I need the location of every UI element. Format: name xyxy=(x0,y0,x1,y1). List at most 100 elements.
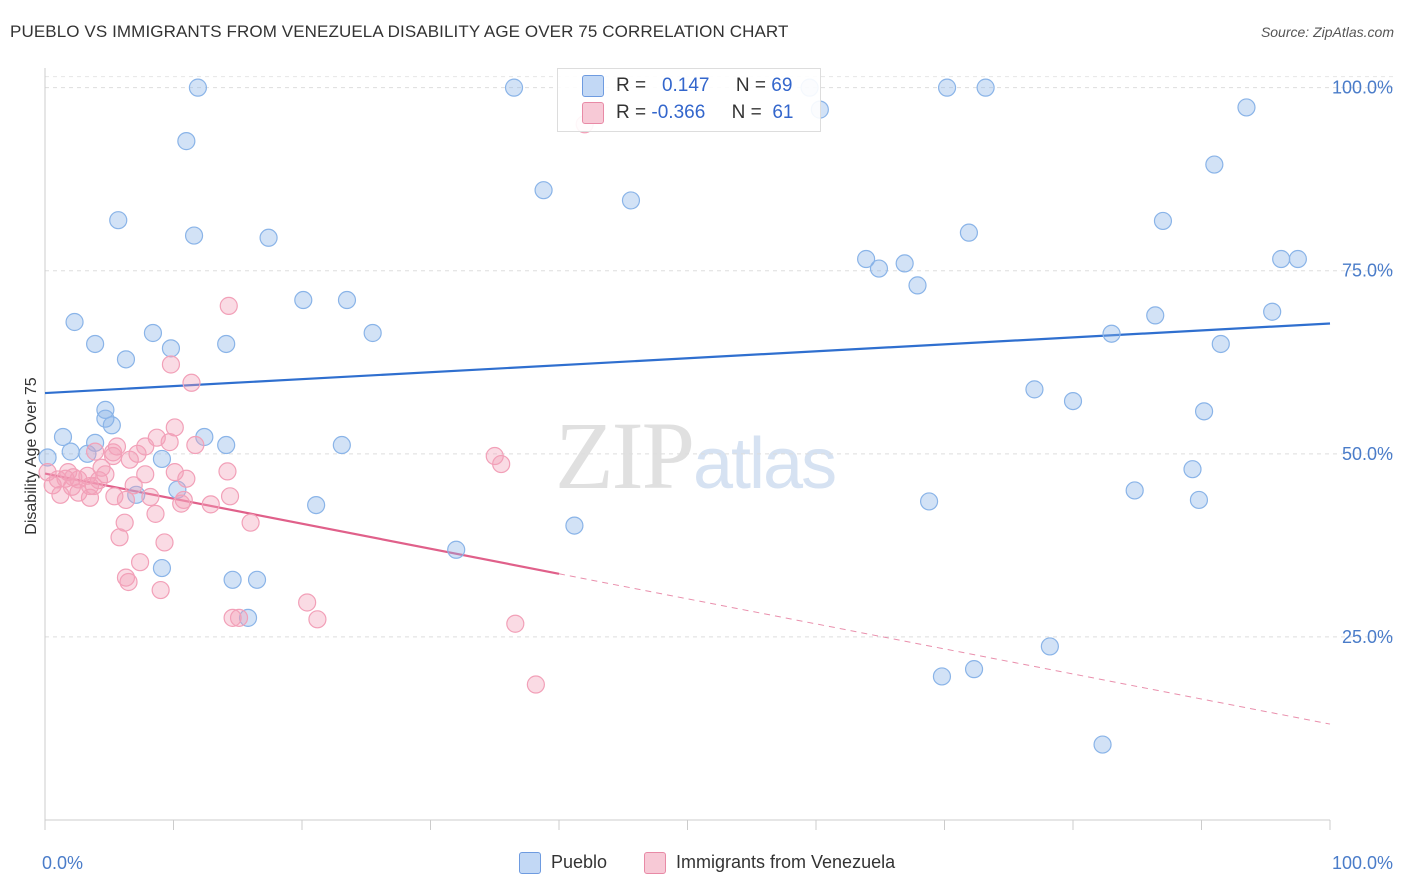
pueblo-point xyxy=(959,223,979,242)
pueblo-point xyxy=(152,449,172,469)
pueblo-point xyxy=(869,259,889,278)
venezuela-point xyxy=(220,487,240,506)
pueblo-point xyxy=(86,334,105,354)
pueblo-point xyxy=(184,226,204,245)
pueblo-point xyxy=(1263,302,1282,321)
watermark: ZIPatlas xyxy=(555,400,837,511)
pueblo-point xyxy=(1194,402,1214,421)
watermark-zip: ZIP xyxy=(555,402,695,509)
legend-n-label: N = xyxy=(735,75,767,97)
venezuela-legend-label: Immigrants from Venezuela xyxy=(676,852,896,872)
pueblo-point xyxy=(1102,324,1121,343)
x-tick-label: 0.0% xyxy=(42,853,83,873)
pueblo-point xyxy=(259,228,278,247)
venezuela-point xyxy=(115,513,134,532)
pueblo-point xyxy=(116,350,136,369)
y-tick-label: 50.0% xyxy=(1342,444,1393,464)
legend-r-value: -0.366 xyxy=(651,102,706,124)
venezuela-point xyxy=(174,490,193,510)
pueblo-point xyxy=(1272,249,1291,269)
pueblo-point xyxy=(1183,460,1202,479)
pueblo-point xyxy=(565,516,584,535)
pueblo-point xyxy=(964,660,984,679)
pueblo-point xyxy=(1211,334,1230,354)
venezuela-point xyxy=(116,490,136,510)
pueblo-point xyxy=(161,339,181,358)
axis-labels: 25.0% 50.0% 75.0% 100.0% 0.0% 100.0% Disabilit… xyxy=(23,78,1393,873)
x-tick-label: 100.0% xyxy=(1332,853,1393,873)
venezuela-point xyxy=(59,463,78,482)
venezuela-point xyxy=(48,470,67,489)
venezuela-point xyxy=(298,593,317,612)
pueblo-point xyxy=(1153,211,1173,231)
venezuela-point xyxy=(84,476,103,496)
venezuela-point xyxy=(165,418,184,437)
y-tick-label: 100.0% xyxy=(1332,78,1393,98)
pueblo-point xyxy=(188,78,208,97)
venezuela-point xyxy=(241,513,260,532)
pueblo-point xyxy=(177,132,196,151)
venezuela-point xyxy=(229,608,249,627)
axes xyxy=(44,68,1331,830)
venezuela-point xyxy=(165,463,184,482)
bottom-legend-venezuela: Immigrants from Venezuela xyxy=(644,852,896,875)
pueblo-point xyxy=(247,570,267,589)
venezuela-point xyxy=(219,296,238,315)
pueblo-point xyxy=(1146,306,1165,325)
trend-lines xyxy=(44,322,1331,725)
venezuela-point xyxy=(155,533,174,552)
pueblo-point xyxy=(976,78,995,97)
venezuela-point xyxy=(141,487,160,507)
y-tick-label: 75.0% xyxy=(1342,261,1393,281)
venezuela-legend-swatch xyxy=(644,852,666,875)
source-credit: Source: ZipAtlas.com xyxy=(1260,24,1394,40)
pueblo-point xyxy=(294,290,313,310)
venezuela-point xyxy=(151,580,170,600)
pueblo-point xyxy=(937,78,957,97)
pueblo-point xyxy=(38,448,57,467)
data-points xyxy=(38,78,1307,754)
pueblo-point xyxy=(53,427,73,447)
watermark-atlas: atlas xyxy=(693,424,837,504)
venezuela-point xyxy=(177,469,196,488)
pueblo-point xyxy=(908,276,927,295)
pueblo-point xyxy=(65,312,84,332)
pueblo-point xyxy=(332,435,351,455)
pueblo-point xyxy=(109,211,128,230)
pueblo-legend-label: Pueblo xyxy=(551,852,608,872)
venezuela-point xyxy=(130,553,150,572)
pueblo-point xyxy=(217,334,236,354)
pueblo-point xyxy=(363,323,382,343)
venezuela-point xyxy=(506,614,525,633)
venezuela-point xyxy=(146,504,165,523)
correlation-legend: R = 0.147 N = 69 R = -0.366 N = 61 xyxy=(557,68,821,132)
trend-line-dashed-1 xyxy=(558,573,1331,725)
venezuela-point xyxy=(492,454,511,474)
pueblo-point xyxy=(1189,490,1209,510)
pueblo-point xyxy=(447,540,466,559)
y-axis-label: Disability Age Over 75 xyxy=(23,377,40,535)
legend-r-label: R = xyxy=(616,75,647,97)
pueblo-swatch xyxy=(582,75,604,97)
legend-r-value: 0.147 xyxy=(661,75,710,97)
pueblo-point xyxy=(1063,391,1083,411)
pueblo-point xyxy=(1025,380,1044,399)
pueblo-point xyxy=(223,570,242,589)
pueblo-point xyxy=(96,400,115,419)
pueblo-point xyxy=(102,416,121,435)
pueblo-point xyxy=(1288,249,1307,269)
venezuela-point xyxy=(105,487,124,506)
venezuela-point xyxy=(124,476,143,495)
pueblo-point xyxy=(1205,155,1224,174)
pueblo-point xyxy=(1237,98,1256,117)
y-tick-label: 25.0% xyxy=(1342,627,1393,647)
venezuela-point xyxy=(69,483,88,502)
legend-r-label: R = xyxy=(616,102,647,124)
pueblo-point xyxy=(217,435,236,455)
pueblo-point xyxy=(337,290,357,310)
pueblo-point xyxy=(534,181,553,200)
pueblo-point xyxy=(857,249,876,269)
venezuela-point xyxy=(182,373,201,392)
pueblo-point xyxy=(152,558,172,578)
